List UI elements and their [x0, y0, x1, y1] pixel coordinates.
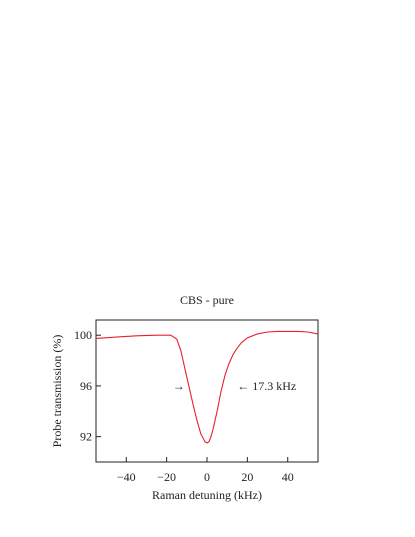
y-tick-label: 96 [80, 379, 92, 393]
x-tick-label: −20 [157, 470, 176, 484]
chart-title: CBS - pure [180, 293, 234, 307]
x-axis-label: Raman detuning (kHz) [152, 488, 262, 502]
y-axis: 92 96 100 [74, 328, 101, 444]
y-axis-label: Probe transmission (%) [50, 335, 64, 448]
x-tick-label: 40 [282, 470, 294, 484]
x-tick-label: 20 [241, 470, 253, 484]
x-tick-label: 0 [204, 470, 210, 484]
transmission-line [95, 330, 319, 444]
y-tick-label: 100 [74, 328, 92, 342]
annotation-arrow-left: → [173, 379, 185, 393]
x-tick-label: −40 [117, 470, 136, 484]
y-tick-label: 92 [80, 430, 92, 444]
x-axis: −40 −20 0 20 40 [117, 457, 294, 484]
annotation-width-label: ← 17.3 kHz [237, 379, 296, 393]
